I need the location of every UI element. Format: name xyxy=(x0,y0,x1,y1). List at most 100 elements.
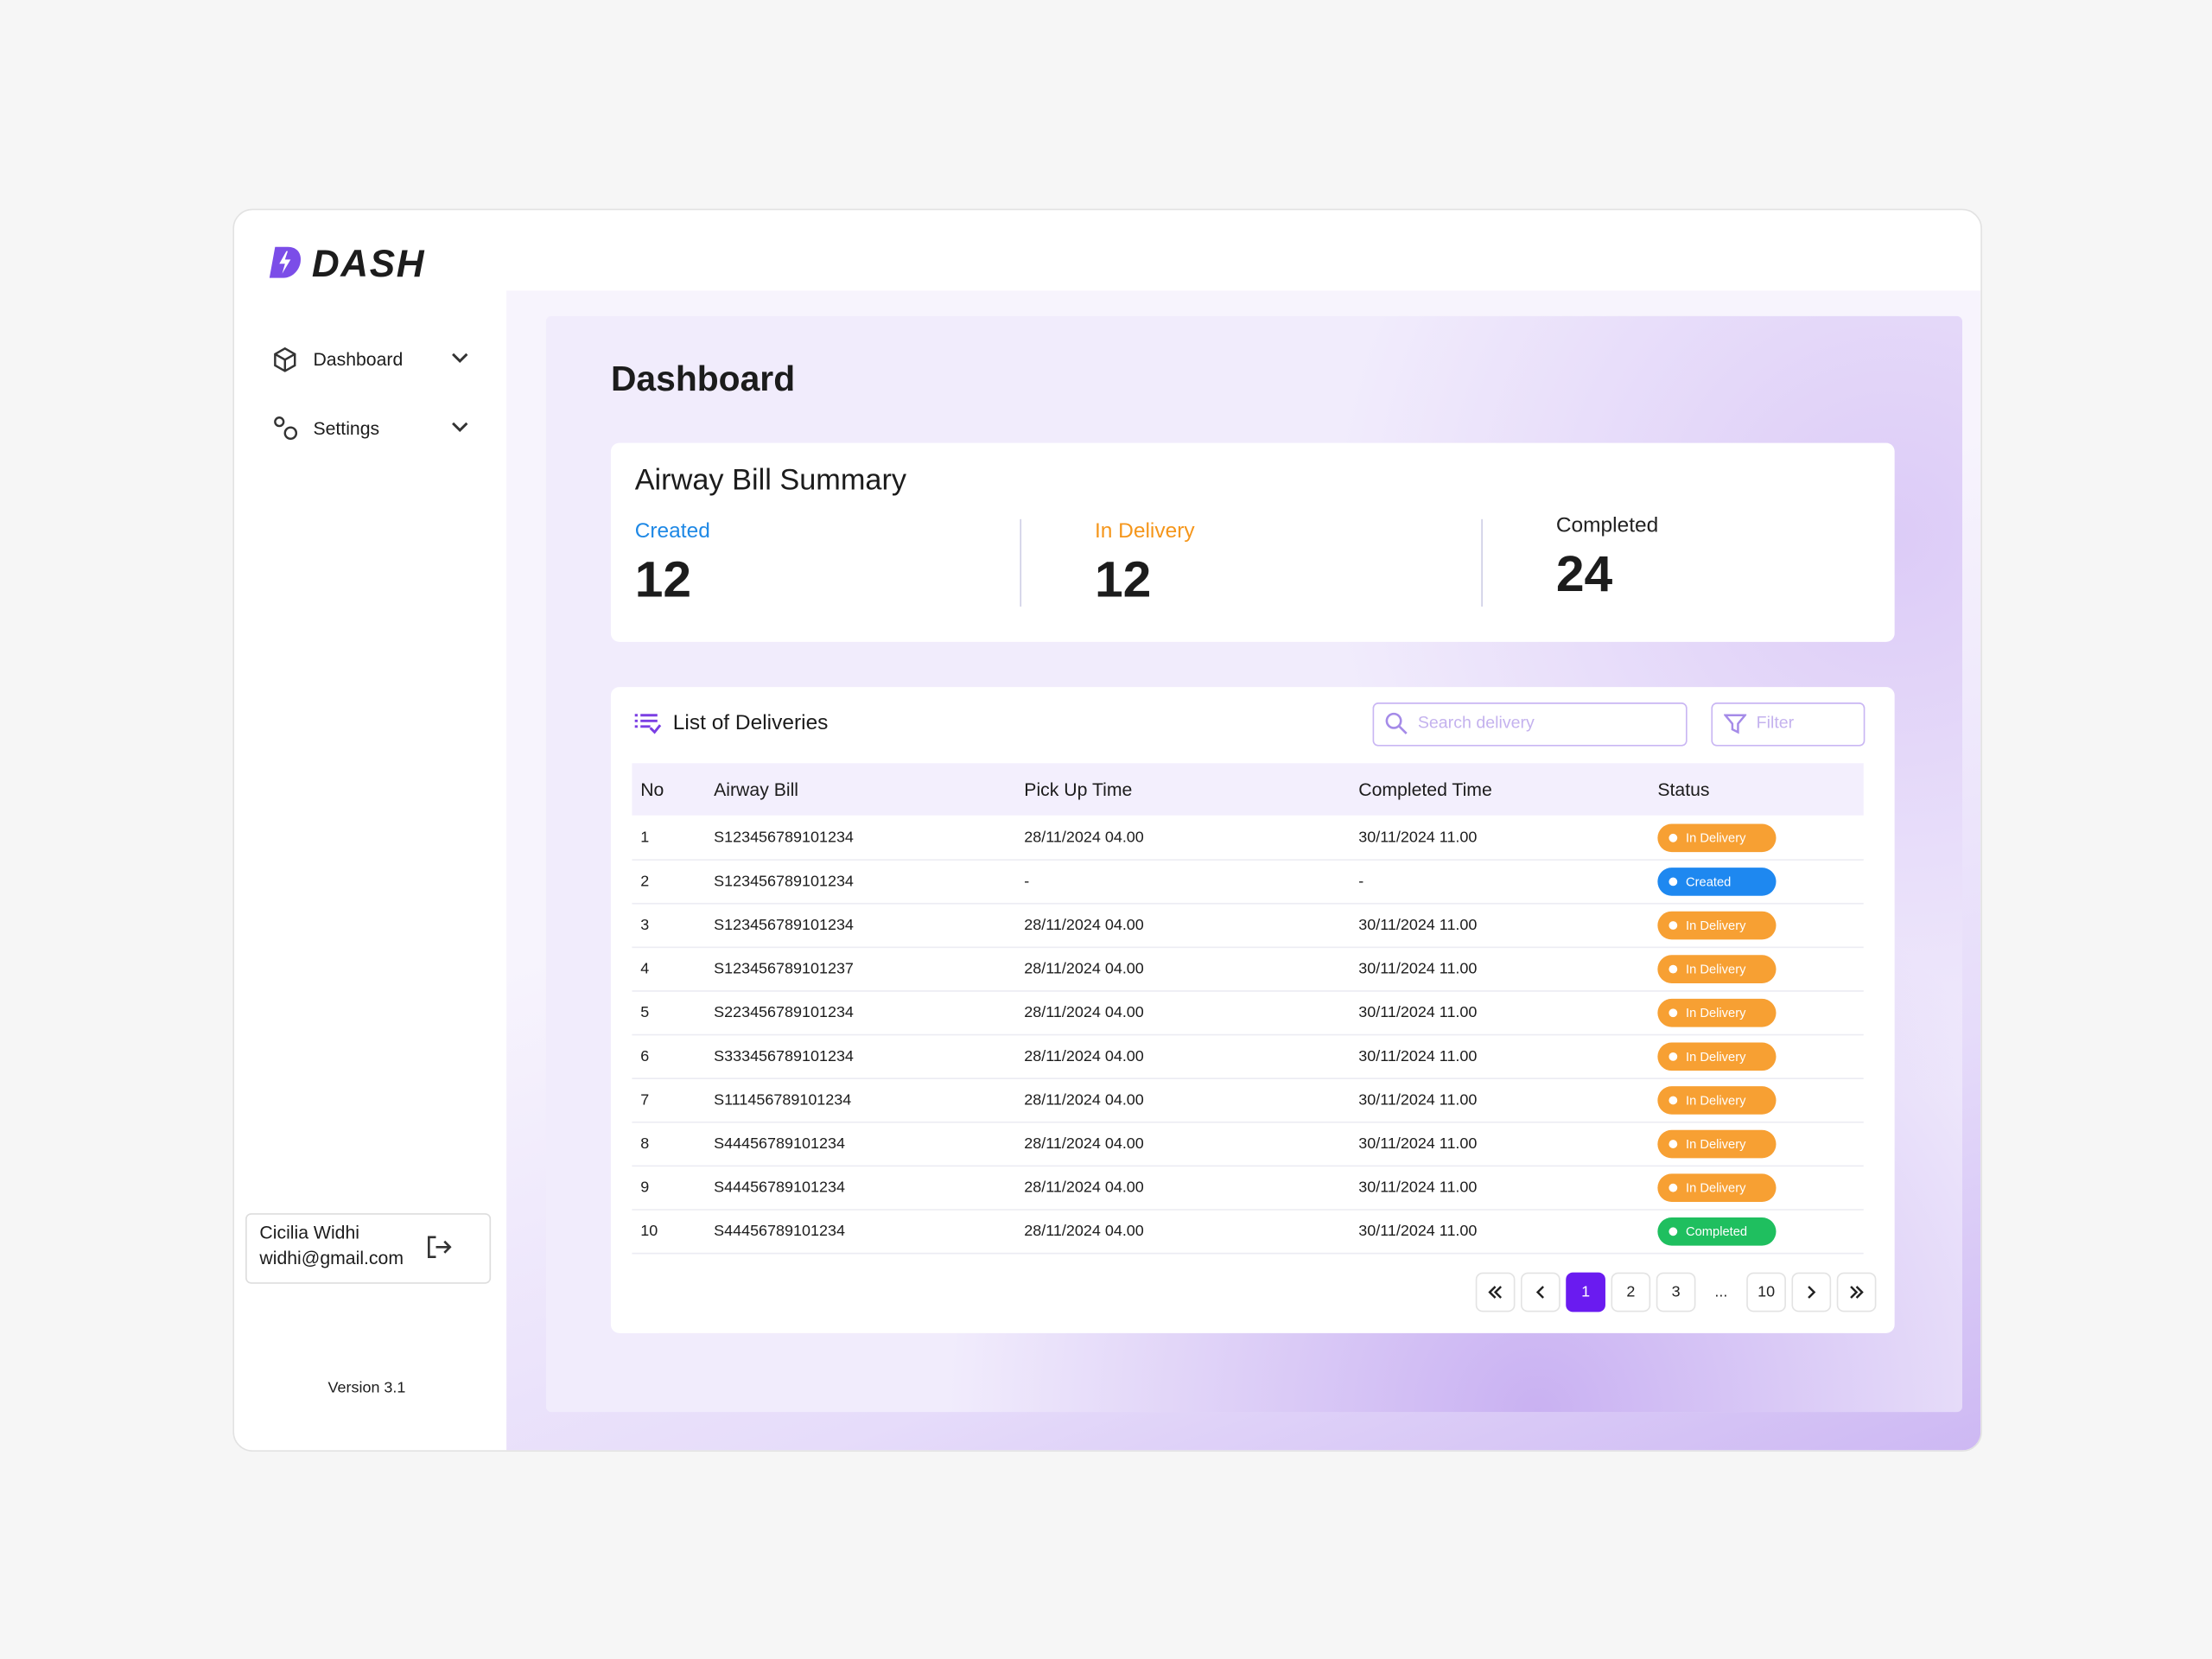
page-button[interactable] xyxy=(1791,1272,1832,1313)
status-badge xyxy=(1657,998,1777,1027)
cell: 7 xyxy=(640,1091,650,1109)
cell: 5 xyxy=(640,1004,650,1022)
cell: 30/11/2024 11.00 xyxy=(1358,1004,1478,1022)
status-dot xyxy=(1669,1096,1678,1105)
status-dot xyxy=(1669,921,1678,930)
filter-label: Filter xyxy=(1756,712,1795,733)
first-page-icon xyxy=(1488,1286,1503,1299)
chevron[interactable] xyxy=(451,421,468,435)
summary-label: Completed xyxy=(1555,513,1659,538)
cell: S333456789101234 xyxy=(714,1048,854,1065)
chevron[interactable] xyxy=(451,352,468,365)
settings-icon xyxy=(274,416,298,440)
page-title: Dashboard xyxy=(610,359,796,400)
search-box[interactable] xyxy=(1372,702,1688,747)
summary-label: Created xyxy=(634,518,710,543)
user-email: widhi@gmail.com xyxy=(259,1247,404,1268)
nav-item[interactable]: Settings xyxy=(313,417,380,439)
status-dot xyxy=(1669,1052,1678,1061)
cell: 30/11/2024 11.00 xyxy=(1358,960,1478,978)
page-button-active[interactable] xyxy=(1566,1272,1605,1313)
cell: 2 xyxy=(640,873,650,891)
cell: S111456789101234 xyxy=(714,1091,852,1109)
status-dot xyxy=(1669,877,1678,887)
cell: 28/11/2024 04.00 xyxy=(1024,1135,1144,1153)
page-number[interactable]: 2 xyxy=(1626,1283,1636,1301)
user-name: Cicilia Widhi xyxy=(259,1221,359,1243)
table-header xyxy=(632,763,1864,816)
deliveries-title: List of Deliveries xyxy=(672,710,829,735)
cell: 30/11/2024 11.00 xyxy=(1358,1135,1478,1153)
status-label: In Delivery xyxy=(1686,830,1746,845)
cell: S123456789101234 xyxy=(714,873,854,891)
search-icon xyxy=(1385,712,1408,734)
brand: DASH xyxy=(311,242,426,285)
cell: 9 xyxy=(640,1179,650,1197)
nav-item[interactable]: Dashboard xyxy=(313,348,404,370)
cell: S44456789101234 xyxy=(714,1179,845,1197)
summary-value: 12 xyxy=(634,550,692,608)
cell: 28/11/2024 04.00 xyxy=(1024,1223,1144,1241)
status-label: Created xyxy=(1686,874,1732,889)
status-badge xyxy=(1657,955,1777,983)
cell: 10 xyxy=(640,1223,658,1241)
cell: - xyxy=(1024,873,1030,891)
status-badge xyxy=(1657,1086,1777,1115)
cell: 30/11/2024 11.00 xyxy=(1358,1048,1478,1065)
next-page-icon xyxy=(1808,1286,1816,1299)
cell: 28/11/2024 04.00 xyxy=(1024,1004,1144,1022)
cell: 28/11/2024 04.00 xyxy=(1024,917,1144,934)
page-button[interactable] xyxy=(1746,1272,1786,1313)
status-label: In Delivery xyxy=(1686,1006,1746,1020)
cell: 4 xyxy=(640,960,650,978)
prev-page-icon xyxy=(1535,1286,1544,1299)
row-divider xyxy=(632,1209,1864,1211)
cell: 30/11/2024 11.00 xyxy=(1358,1179,1478,1197)
cell: S123456789101237 xyxy=(714,960,854,978)
status-label: Completed xyxy=(1686,1224,1748,1239)
row-divider xyxy=(632,1165,1864,1167)
row-divider xyxy=(632,1033,1864,1036)
last-page-icon xyxy=(1850,1286,1864,1299)
cell: 8 xyxy=(640,1135,650,1153)
status-badge xyxy=(1657,1129,1777,1159)
page-number[interactable]: 3 xyxy=(1671,1283,1681,1301)
logout-icon[interactable] xyxy=(426,1235,452,1260)
logo-icon xyxy=(269,246,302,278)
summary-value: 12 xyxy=(1094,550,1152,608)
column-header: Status xyxy=(1657,779,1710,800)
divider xyxy=(1020,518,1022,607)
cell: - xyxy=(1358,873,1364,891)
status-dot xyxy=(1669,833,1678,842)
cell: 30/11/2024 11.00 xyxy=(1358,1223,1478,1241)
status-label: In Delivery xyxy=(1686,1049,1746,1065)
summary-label: In Delivery xyxy=(1094,518,1195,543)
cell: 28/11/2024 04.00 xyxy=(1024,1048,1144,1065)
page-button[interactable] xyxy=(1611,1272,1651,1313)
cell: S123456789101234 xyxy=(714,829,854,847)
cell: 30/11/2024 11.00 xyxy=(1358,829,1478,847)
cell: 28/11/2024 04.00 xyxy=(1024,1179,1144,1197)
page-number[interactable]: ... xyxy=(1714,1283,1728,1301)
row-divider xyxy=(632,1121,1864,1123)
filter-icon xyxy=(1724,714,1747,734)
divider xyxy=(1481,518,1483,607)
status-badge xyxy=(1657,911,1777,940)
summary-card xyxy=(610,442,1895,642)
page-button[interactable] xyxy=(1520,1272,1560,1313)
row-divider xyxy=(632,1077,1864,1079)
cell: 30/11/2024 11.00 xyxy=(1358,1091,1478,1109)
filter-button[interactable] xyxy=(1711,702,1866,747)
row-divider xyxy=(632,859,1864,861)
cell: 28/11/2024 04.00 xyxy=(1024,960,1144,978)
column-header: Airway Bill xyxy=(714,779,799,800)
row-divider xyxy=(632,990,1864,992)
row-divider xyxy=(632,946,1864,949)
page-number[interactable]: 1 xyxy=(1581,1283,1591,1301)
status-dot xyxy=(1669,1227,1678,1236)
page-number[interactable]: 10 xyxy=(1758,1283,1776,1301)
dashboard-icon xyxy=(274,346,296,372)
page-button[interactable] xyxy=(1656,1272,1696,1313)
cell: 1 xyxy=(640,829,650,847)
